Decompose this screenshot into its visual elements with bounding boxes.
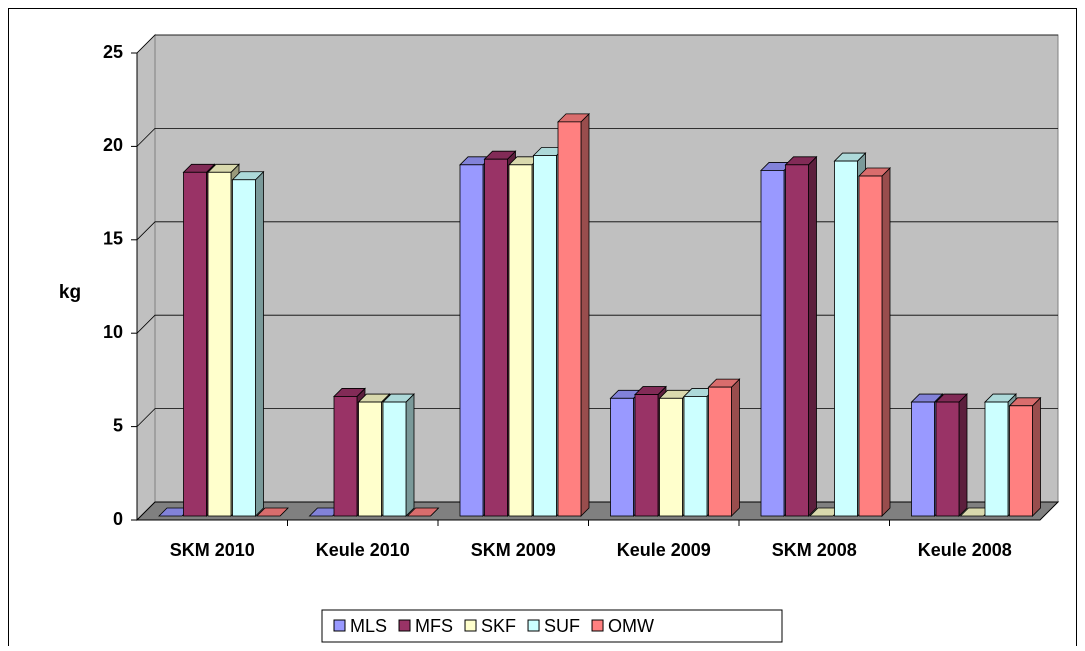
bar (557, 121, 582, 517)
grid-line (136, 34, 1058, 54)
side-wall (136, 33, 156, 522)
legend-swatch (398, 619, 411, 632)
y-tick-label: 25 (103, 42, 123, 62)
bar (984, 401, 1009, 517)
bar-side (958, 393, 968, 517)
x-tick-label: SKM 2008 (772, 540, 857, 560)
x-tick-label: Keule 2008 (918, 540, 1012, 560)
bar-side (808, 155, 817, 517)
x-tick-label: Keule 2010 (316, 540, 410, 560)
y-tick-label: 10 (103, 322, 123, 342)
x-tick-label: Keule 2009 (617, 540, 711, 560)
bar-side (580, 112, 590, 517)
bar (935, 401, 960, 517)
bar (610, 397, 634, 517)
y-tick-label: 20 (103, 135, 123, 155)
y-axis-label: kg (59, 282, 81, 303)
grid-line (136, 314, 1058, 334)
chart-border (8, 8, 1077, 646)
bar (834, 160, 858, 517)
bar (659, 397, 683, 517)
grid-line (136, 127, 1058, 147)
bar (533, 155, 557, 517)
legend-label: SKF (481, 616, 516, 636)
bar-side (881, 167, 891, 517)
bar (232, 179, 256, 517)
legend-label: MLS (350, 616, 387, 636)
bar-side (255, 170, 264, 517)
y-tick-label: 0 (113, 509, 123, 529)
y-tick-label: 5 (113, 415, 123, 435)
grid-line (136, 408, 1058, 427)
bar (683, 396, 708, 517)
bar (484, 158, 508, 517)
legend-label: SUF (544, 616, 580, 636)
bar-side (405, 393, 415, 517)
legend-swatch (527, 619, 540, 632)
x-tick-label: SKM 2009 (471, 540, 556, 560)
bar (911, 401, 935, 517)
legend-swatch (591, 619, 604, 632)
bar (508, 164, 533, 517)
y-tick-label: 15 (103, 229, 123, 249)
bar (459, 164, 484, 517)
x-tick-label: SKM 2010 (170, 540, 255, 560)
bar (634, 394, 659, 517)
bar (1009, 405, 1033, 517)
bar (382, 401, 407, 517)
bar (333, 396, 358, 517)
bar (358, 401, 382, 517)
legend-label: MFS (415, 616, 453, 636)
bar (708, 386, 732, 517)
bar (183, 171, 207, 517)
bar-top (256, 507, 289, 517)
legend-swatch (333, 619, 346, 632)
legend-label: OMW (608, 616, 654, 636)
legend-swatch (464, 619, 477, 632)
bar (858, 175, 883, 517)
grid-line (136, 221, 1058, 241)
bar-side (1032, 396, 1041, 517)
bar (207, 171, 232, 517)
bar (760, 170, 785, 517)
bar-side (731, 378, 740, 517)
bar-top (406, 507, 440, 517)
bar (785, 164, 809, 517)
